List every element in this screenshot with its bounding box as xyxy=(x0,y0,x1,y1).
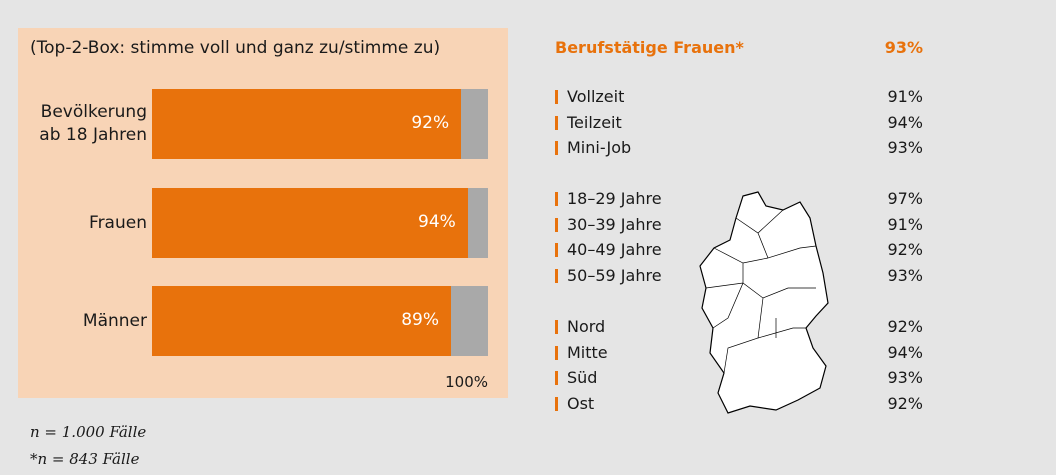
breakdown-row: Ost 92% xyxy=(555,394,923,416)
bullet xyxy=(555,90,558,104)
row-label: Nord xyxy=(567,317,606,336)
row-label: 30–39 Jahre xyxy=(567,214,662,234)
row-value: 97% xyxy=(887,189,923,208)
x-tick-label: 100% xyxy=(445,373,488,391)
breakdown-row: Vollzeit 91% xyxy=(555,87,923,109)
bullet xyxy=(555,243,558,257)
breakdown-title: Berufstätige Frauen* xyxy=(555,38,744,57)
row-value: 93% xyxy=(887,368,923,387)
bullet xyxy=(555,320,558,334)
row-value: 94% xyxy=(887,112,923,132)
value-label: 92% xyxy=(411,113,450,133)
breakdown-row: Mini-Job 93% xyxy=(555,138,923,160)
row-value: 91% xyxy=(887,214,923,234)
breakdown-value: 93% xyxy=(884,38,923,57)
row-label: 40–49 Jahre xyxy=(567,240,662,259)
bullet xyxy=(555,345,558,360)
note: n = 1.000 Fälle xyxy=(30,423,147,441)
row-label: Vollzeit xyxy=(567,87,625,106)
row-value: 93% xyxy=(887,138,923,157)
bullet xyxy=(555,217,558,232)
bullet xyxy=(555,141,558,155)
bar xyxy=(152,188,468,258)
row-label: 50–59 Jahre xyxy=(567,265,662,285)
bar xyxy=(152,286,452,356)
row-value: 91% xyxy=(887,87,923,106)
breakdown-row: Teilzeit 94% xyxy=(555,113,923,135)
row-label: Süd xyxy=(567,368,598,387)
bullet xyxy=(555,396,558,411)
row-value: 92% xyxy=(887,317,923,336)
bullet xyxy=(555,192,558,206)
row-label: 18–29 Jahre xyxy=(567,189,662,208)
category-label: Frauen xyxy=(89,212,147,233)
value-label: 94% xyxy=(418,212,456,232)
chart-subtitle: (Top-2-Box: stimme voll und ganz zu/stim… xyxy=(30,38,441,58)
breakdown-row: Nord 92% xyxy=(555,317,923,339)
bullet xyxy=(555,115,558,130)
bar xyxy=(152,89,462,159)
row-value: 92% xyxy=(887,240,923,259)
row-value: 92% xyxy=(887,393,923,413)
map-borders xyxy=(705,209,817,374)
row-value: 93% xyxy=(887,265,923,285)
row-label: Mini-Job xyxy=(567,138,632,157)
bullet xyxy=(555,268,558,283)
germany-map xyxy=(699,191,829,414)
breakdown-row: Mitte 94% xyxy=(555,343,923,365)
category-label: Bevölkerung ab 18 Jahren xyxy=(39,102,147,145)
row-label: Ost xyxy=(567,393,595,413)
note: *n = 843 Fälle xyxy=(30,450,140,468)
breakdown-row: 18–29 Jahre 97% xyxy=(555,189,923,211)
breakdown-row: 40–49 Jahre 92% xyxy=(555,240,923,262)
breakdown-header: Berufstätige Frauen* 93% xyxy=(555,38,923,57)
row-value: 94% xyxy=(887,342,923,362)
row-label: Teilzeit xyxy=(567,112,622,132)
breakdown-row: 30–39 Jahre 91% xyxy=(555,215,923,237)
value-label: 89% xyxy=(401,310,440,330)
breakdown-row: Süd 93% xyxy=(555,368,923,390)
map-outline xyxy=(699,191,829,414)
breakdown-row: 50–59 Jahre 93% xyxy=(555,266,923,288)
bullet xyxy=(555,371,558,385)
row-label: Mitte xyxy=(567,342,608,362)
category-label: Männer xyxy=(82,310,147,331)
